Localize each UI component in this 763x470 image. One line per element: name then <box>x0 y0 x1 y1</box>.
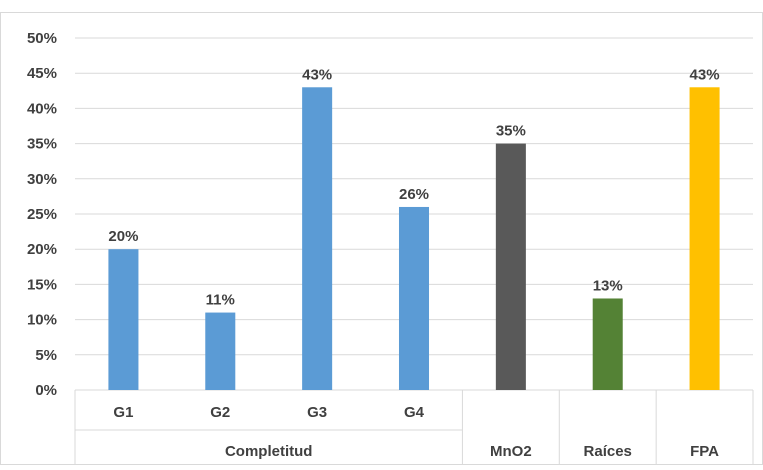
category-label: G2 <box>210 404 230 421</box>
group-label: MnO2 <box>490 443 532 460</box>
data-labels: 20% 11% 43% 26% 35% 13% 43% <box>108 66 719 308</box>
data-label: 20% <box>108 228 138 245</box>
bar-g3 <box>302 87 333 390</box>
gridlines <box>75 37 753 391</box>
y-tick-label: 35% <box>27 136 57 153</box>
y-tick-label: 30% <box>27 171 57 188</box>
bar-g2 <box>205 312 236 390</box>
data-label: 26% <box>399 186 429 203</box>
y-tick-label: 0% <box>35 382 57 399</box>
category-label: G3 <box>307 404 327 421</box>
y-tick-label: 50% <box>27 30 57 47</box>
bar-fpa <box>689 87 720 390</box>
group-label: Raíces <box>584 443 632 460</box>
data-label: 43% <box>302 66 332 83</box>
y-tick-label: 40% <box>27 100 57 117</box>
y-tick-label: 20% <box>27 241 57 258</box>
data-label: 11% <box>206 292 235 309</box>
data-label: 43% <box>690 66 720 83</box>
bar-mno2 <box>495 143 526 390</box>
x-axis: G1 G2 G3 G4 Completitud MnO2 Raíces FPA <box>74 390 754 464</box>
bar-raíces <box>592 298 623 390</box>
y-tick-label: 15% <box>27 276 57 293</box>
data-label: 35% <box>496 123 526 140</box>
category-label: G1 <box>113 404 133 421</box>
group-label: Completitud <box>225 443 313 460</box>
y-tick-label: 45% <box>27 65 57 82</box>
data-label: 13% <box>593 277 623 294</box>
y-tick-label: 10% <box>27 312 57 329</box>
bar-g4 <box>398 206 430 390</box>
group-label: FPA <box>690 443 719 460</box>
bars <box>108 87 720 390</box>
y-tick-label: 25% <box>27 206 57 223</box>
bar-g1 <box>108 249 139 390</box>
y-tick-label: 5% <box>35 347 57 364</box>
category-label: G4 <box>404 404 425 421</box>
y-axis: 0% 5% 10% 15% 20% 25% 30% 35% 40% 45% 50% <box>27 30 57 399</box>
